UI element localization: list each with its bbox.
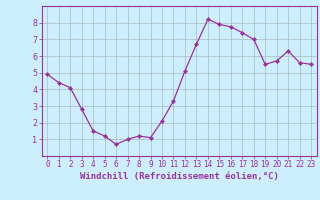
X-axis label: Windchill (Refroidissement éolien,°C): Windchill (Refroidissement éolien,°C) <box>80 172 279 181</box>
